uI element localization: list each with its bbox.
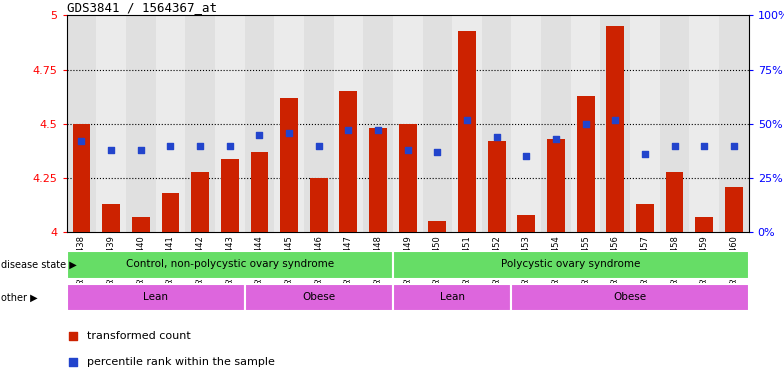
Bar (636, 204, 654, 232)
Text: other ▶: other ▶ (1, 293, 38, 303)
Text: Obese: Obese (302, 292, 336, 302)
Bar (67, 15, 96, 232)
Bar (215, 15, 245, 232)
Point (313, 142, 325, 149)
Bar (695, 217, 713, 232)
Point (550, 136, 562, 142)
Bar (725, 187, 742, 232)
Bar (126, 15, 155, 232)
Point (728, 142, 740, 149)
Bar (339, 91, 358, 232)
Bar (630, 15, 660, 232)
Point (164, 142, 176, 149)
Bar (666, 172, 684, 232)
Bar (393, 15, 423, 232)
Bar (423, 15, 452, 232)
Point (579, 121, 592, 127)
Bar (393, 284, 511, 311)
Bar (162, 193, 180, 232)
Point (639, 151, 652, 157)
Bar (251, 152, 268, 232)
Bar (689, 15, 719, 232)
Bar (310, 178, 328, 232)
Bar (369, 128, 387, 232)
Bar (452, 15, 482, 232)
Point (668, 142, 681, 149)
Text: percentile rank within the sample: percentile rank within the sample (87, 357, 275, 367)
Bar (488, 141, 506, 232)
Point (609, 116, 622, 122)
Point (431, 149, 444, 155)
Bar (280, 98, 298, 232)
Point (194, 142, 206, 149)
Point (401, 147, 414, 153)
Bar (393, 251, 749, 279)
Bar (517, 215, 535, 232)
Bar (511, 284, 749, 311)
Text: GDS3841 / 1564367_at: GDS3841 / 1564367_at (67, 1, 216, 14)
Bar (245, 15, 274, 232)
Bar (458, 31, 476, 232)
Bar (363, 15, 393, 232)
Text: Control, non-polycystic ovary syndrome: Control, non-polycystic ovary syndrome (125, 259, 334, 269)
Text: Polycystic ovary syndrome: Polycystic ovary syndrome (501, 259, 641, 269)
Bar (191, 172, 209, 232)
Point (490, 134, 503, 140)
Bar (304, 15, 333, 232)
Bar (185, 15, 215, 232)
Point (67, 333, 80, 339)
Point (75, 138, 88, 144)
Bar (333, 15, 363, 232)
Bar (571, 15, 601, 232)
Point (253, 132, 266, 138)
Text: Lean: Lean (143, 292, 168, 302)
Point (372, 127, 384, 133)
Bar (482, 15, 511, 232)
Bar (67, 251, 393, 279)
Bar (601, 15, 630, 232)
Point (223, 142, 236, 149)
Bar (96, 15, 126, 232)
Bar (547, 139, 564, 232)
Point (342, 127, 354, 133)
Bar (511, 15, 541, 232)
Bar (67, 284, 245, 311)
Text: transformed count: transformed count (87, 331, 191, 341)
Bar (606, 26, 624, 232)
Point (135, 147, 147, 153)
Bar (155, 15, 185, 232)
Text: disease state ▶: disease state ▶ (1, 260, 77, 270)
Bar (132, 217, 150, 232)
Bar (541, 15, 571, 232)
Bar (274, 15, 304, 232)
Bar (399, 124, 416, 232)
Point (105, 147, 118, 153)
Bar (221, 159, 238, 232)
Text: Obese: Obese (614, 292, 647, 302)
Bar (102, 204, 120, 232)
Bar (428, 222, 446, 232)
Point (283, 129, 296, 136)
Bar (719, 15, 749, 232)
Bar (660, 15, 689, 232)
Bar (73, 124, 90, 232)
Text: Lean: Lean (440, 292, 465, 302)
Point (698, 142, 710, 149)
Point (67, 359, 80, 365)
Bar (245, 284, 393, 311)
Point (461, 116, 474, 122)
Point (520, 153, 532, 159)
Bar (577, 96, 594, 232)
